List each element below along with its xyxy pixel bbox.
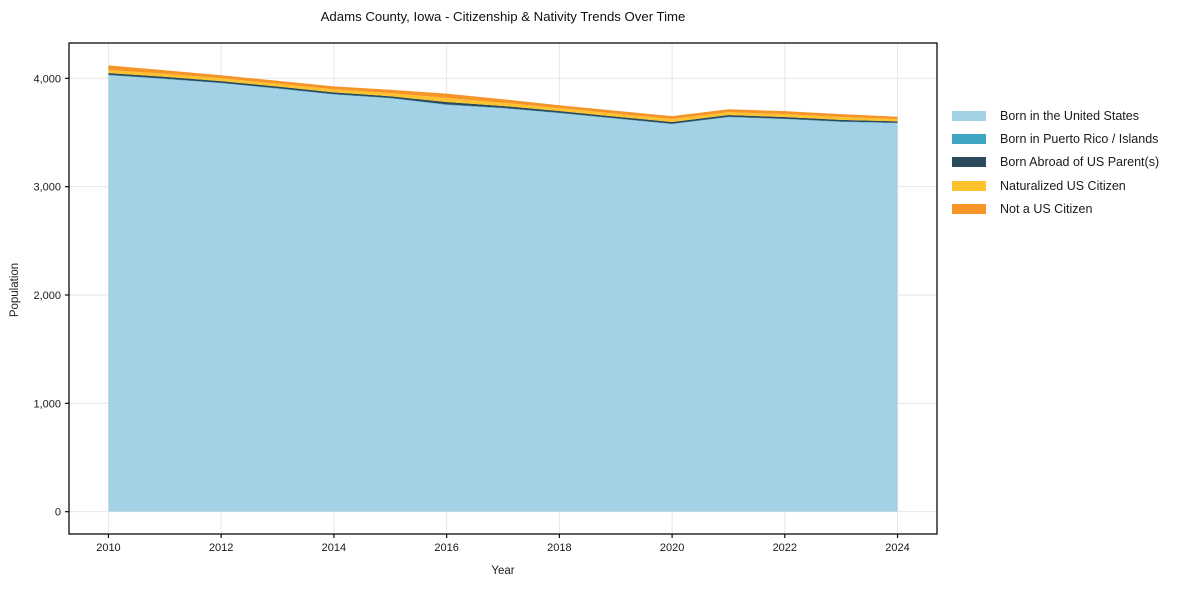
legend-swatch-not-citizen xyxy=(952,203,986,214)
svg-text:2010: 2010 xyxy=(96,542,120,554)
legend-item: Born Abroad of US Parent(s) xyxy=(952,151,1159,174)
legend-swatch-born-abroad xyxy=(952,157,986,168)
chart-title: Adams County, Iowa - Citizenship & Nativ… xyxy=(320,9,686,24)
legend-swatch-naturalized xyxy=(952,180,986,191)
legend-item: Naturalized US Citizen xyxy=(952,174,1159,197)
legend-label: Born Abroad of US Parent(s) xyxy=(1000,155,1160,170)
legend-label: Born in Puerto Rico / Islands xyxy=(1000,131,1159,146)
svg-text:2020: 2020 xyxy=(660,542,684,554)
legend-item: Born in Puerto Rico / Islands xyxy=(952,127,1159,150)
legend-item: Born in the United States xyxy=(952,104,1159,127)
legend: Born in the United States Born in Puerto… xyxy=(952,104,1159,220)
svg-text:2014: 2014 xyxy=(322,542,346,554)
svg-text:2024: 2024 xyxy=(885,542,909,554)
legend-item: Not a US Citizen xyxy=(952,197,1159,220)
x-axis-label: Year xyxy=(491,565,515,577)
svg-text:2,000: 2,000 xyxy=(33,290,61,302)
svg-text:1,000: 1,000 xyxy=(33,398,61,410)
svg-text:4,000: 4,000 xyxy=(33,73,61,85)
svg-text:2016: 2016 xyxy=(434,542,458,554)
legend-swatch-born-puerto-rico xyxy=(952,133,986,144)
svg-text:0: 0 xyxy=(55,507,61,519)
legend-label: Born in the United States xyxy=(1000,108,1139,123)
legend-swatch-born-in-us xyxy=(952,110,986,121)
legend-label: Not a US Citizen xyxy=(1000,201,1093,216)
svg-text:2018: 2018 xyxy=(547,542,571,554)
legend-label: Naturalized US Citizen xyxy=(1000,178,1126,193)
svg-text:2022: 2022 xyxy=(773,542,797,554)
svg-text:2012: 2012 xyxy=(209,542,233,554)
svg-text:3,000: 3,000 xyxy=(33,182,61,194)
